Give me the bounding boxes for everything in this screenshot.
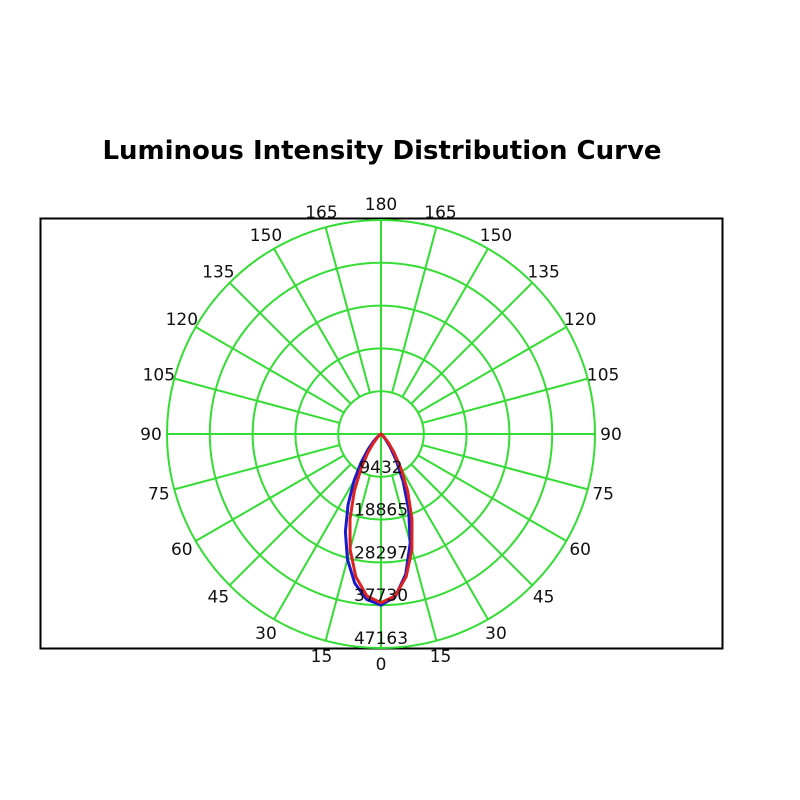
grid-spoke <box>417 454 567 542</box>
grid-spoke <box>417 326 567 414</box>
angle-tick-label: 105 <box>143 365 175 385</box>
grid-spoke <box>195 326 345 414</box>
radial-tick-label: 37730 <box>354 586 408 606</box>
angle-tick-label: 45 <box>208 588 230 608</box>
series-curve <box>348 432 414 605</box>
grid-spoke <box>174 377 340 424</box>
radial-tick-label: 28297 <box>354 543 408 563</box>
grid-spoke <box>174 444 340 491</box>
grid-spoke <box>401 470 489 620</box>
grid-spoke <box>391 227 438 393</box>
angle-tick-label: 0 <box>376 655 387 675</box>
angle-tick-label: 75 <box>592 485 614 505</box>
grid-spoke <box>195 454 345 542</box>
angle-tick-label: 30 <box>485 624 507 644</box>
angle-tick-label: 75 <box>148 485 170 505</box>
angle-tick-label: 60 <box>171 540 193 560</box>
grid-spoke <box>228 463 352 587</box>
grid-spoke <box>410 281 534 405</box>
angle-tick-label: 165 <box>305 203 337 223</box>
angle-tick-label: 30 <box>255 624 277 644</box>
angle-tick-label: 15 <box>311 647 333 667</box>
angle-tick-label: 135 <box>202 262 234 282</box>
grid-spoke <box>401 248 489 398</box>
grid-spoke <box>422 444 588 491</box>
grid-spoke <box>273 248 361 398</box>
angle-tick-label: 180 <box>365 195 397 215</box>
grid-spoke <box>410 463 534 587</box>
angle-tick-label: 120 <box>564 310 596 330</box>
radial-tick-label: 9432 <box>359 458 402 478</box>
angle-tick-label: 105 <box>587 365 619 385</box>
radial-tick-label: 18865 <box>354 501 408 521</box>
angle-tick-label: 45 <box>533 588 555 608</box>
grid-spoke <box>273 470 361 620</box>
angle-tick-label: 135 <box>527 262 559 282</box>
angle-tick-label: 15 <box>430 647 452 667</box>
grid-spoke <box>228 281 352 405</box>
grid-spoke <box>422 377 588 424</box>
angle-tick-label: 150 <box>480 226 512 246</box>
angle-tick-label: 165 <box>424 203 456 223</box>
grid-spoke <box>324 227 371 393</box>
angle-tick-label: 90 <box>140 425 162 445</box>
angle-tick-label: 60 <box>569 540 591 560</box>
angle-tick-label: 90 <box>600 425 622 445</box>
angle-tick-label: 150 <box>250 226 282 246</box>
grid-spoke <box>391 475 438 641</box>
radial-tick-label: 47163 <box>354 629 408 649</box>
angle-tick-label: 120 <box>166 310 198 330</box>
chart-title: Luminous Intensity Distribution Curve <box>102 136 662 166</box>
